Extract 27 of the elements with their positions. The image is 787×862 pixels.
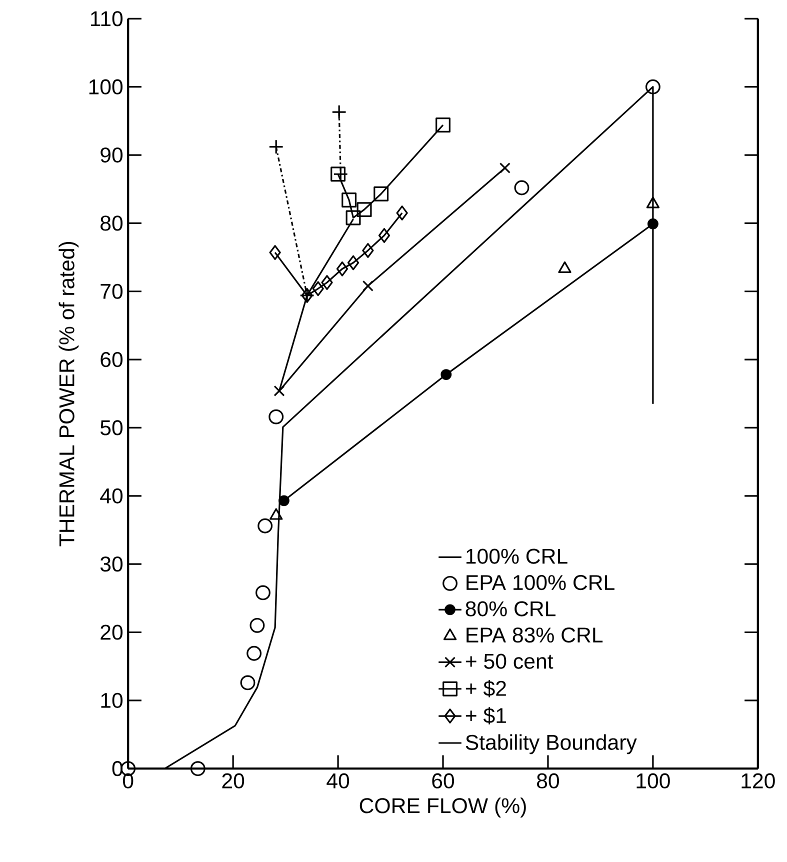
x-tick-label: 60 xyxy=(432,773,454,788)
legend-label: Stability Boundary xyxy=(466,734,637,754)
y-tick-label: 60 xyxy=(100,352,122,368)
x-tick-label: 100 xyxy=(636,773,670,788)
legend-label: 100% CRL xyxy=(466,548,568,564)
legend-label: + $1 xyxy=(466,707,506,724)
y-axis-title: THERMAL POWER (% of rated) xyxy=(58,242,78,546)
x-tick-label: 120 xyxy=(742,773,775,788)
x-tick-label: 80 xyxy=(536,773,559,788)
legend-label: 80% CRL xyxy=(466,601,556,616)
legend-label: + 50 cent xyxy=(466,654,553,669)
x-tick-label: 40 xyxy=(326,773,349,788)
y-tick-label: 100 xyxy=(89,79,122,94)
y-tick-label: 10 xyxy=(101,692,122,708)
y-tick-label: 20 xyxy=(100,624,122,640)
y-tick-label: 30 xyxy=(100,556,122,572)
y-tick-label: 90 xyxy=(100,147,122,163)
x-axis-title: CORE FLOW (%) xyxy=(360,798,526,818)
y-tick-label: 110 xyxy=(90,11,122,26)
legend-label: EPA 100% CRL xyxy=(466,574,614,590)
legend-label: + $2 xyxy=(466,680,506,698)
y-tick-label: 40 xyxy=(100,488,122,504)
x-tick-label: 20 xyxy=(222,773,244,788)
y-tick-label: 80 xyxy=(100,216,122,231)
legend-label: EPA 83% CRL xyxy=(466,627,602,643)
y-tick-label: 70 xyxy=(100,284,122,299)
y-tick-label: 50 xyxy=(100,420,122,436)
